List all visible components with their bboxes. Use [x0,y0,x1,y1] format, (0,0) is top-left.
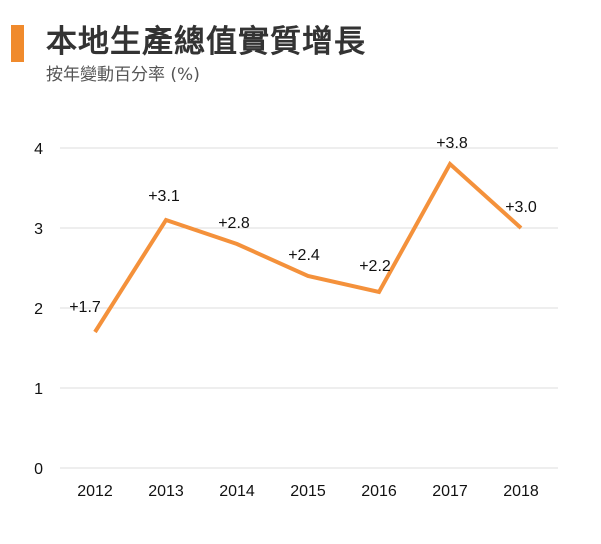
x-tick-label-2017: 2017 [432,483,468,500]
y-tick-label-4: 4 [34,141,43,158]
data-label-2012: +1.7 [69,299,101,316]
x-tick-label-2015: 2015 [290,483,326,500]
title-accent-bar [11,25,24,62]
x-tick-label-2014: 2014 [219,483,255,500]
x-tick-label-2012: 2012 [77,483,113,500]
chart-title: 本地生產總值實質增長 [46,24,366,60]
data-label-2015: +2.4 [288,247,320,264]
y-tick-label-2: 2 [34,301,43,318]
x-tick-label-2013: 2013 [148,483,184,500]
data-label-2016: +2.2 [359,258,391,275]
data-label-2017: +3.8 [436,135,468,152]
chart-subtitle: 按年變動百分率 (%) [46,65,200,85]
series-line-0 [93,160,523,334]
y-tick-label-3: 3 [34,221,43,238]
data-label-2014: +2.8 [218,215,250,232]
data-label-2018: +3.0 [505,199,537,216]
y-tick-label-1: 1 [34,381,43,398]
x-tick-label-2016: 2016 [361,483,397,500]
data-label-2013: +3.1 [148,188,180,205]
y-tick-label-0: 0 [34,461,43,478]
x-tick-label-2018: 2018 [503,483,539,500]
